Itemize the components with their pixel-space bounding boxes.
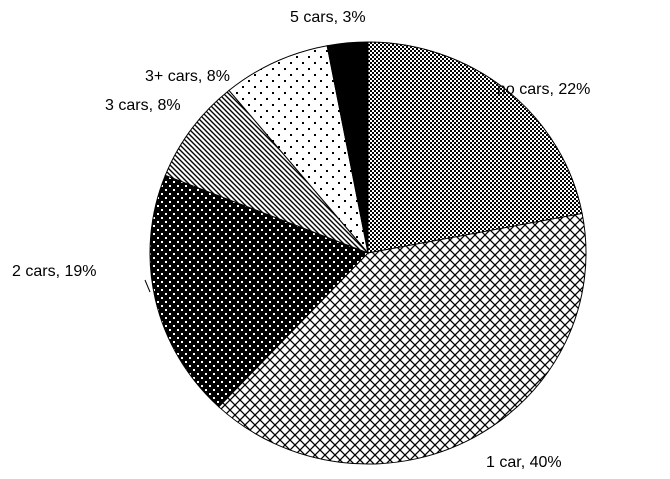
data-label: 3 cars, 8%	[105, 97, 181, 114]
pie-slice	[218, 212, 587, 465]
pie-slice	[326, 41, 369, 254]
pie-slice	[228, 45, 369, 255]
data-label: 2 cars, 19%	[12, 263, 96, 280]
pie-slice	[149, 174, 369, 408]
data-label: 3+ cars, 8%	[145, 68, 230, 85]
pie-slice	[367, 41, 583, 254]
data-label: 5 cars, 3%	[290, 9, 366, 26]
pie-slice	[164, 89, 369, 254]
leader-line	[144, 279, 151, 293]
data-label: no cars, 22%	[497, 81, 590, 98]
data-label: 1 car, 40%	[486, 454, 562, 471]
